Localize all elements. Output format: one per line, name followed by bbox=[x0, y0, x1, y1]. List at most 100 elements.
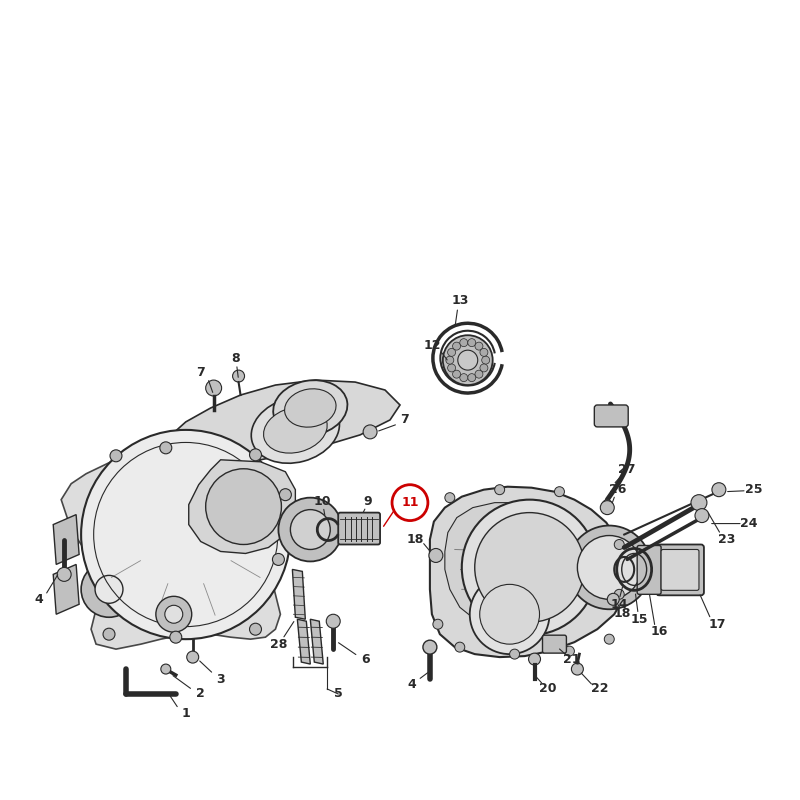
Ellipse shape bbox=[263, 406, 327, 453]
Circle shape bbox=[462, 500, 598, 635]
Circle shape bbox=[186, 651, 198, 663]
Polygon shape bbox=[310, 619, 323, 664]
Text: 20: 20 bbox=[538, 682, 556, 695]
Circle shape bbox=[600, 501, 614, 514]
Text: 12: 12 bbox=[423, 338, 441, 352]
Circle shape bbox=[446, 356, 454, 364]
FancyBboxPatch shape bbox=[594, 405, 628, 427]
Circle shape bbox=[160, 442, 172, 454]
FancyBboxPatch shape bbox=[637, 546, 661, 594]
Polygon shape bbox=[161, 380, 400, 460]
Text: 10: 10 bbox=[314, 495, 331, 508]
Text: 3: 3 bbox=[216, 673, 225, 686]
Circle shape bbox=[250, 623, 262, 635]
Circle shape bbox=[250, 449, 262, 461]
Text: 25: 25 bbox=[745, 483, 762, 496]
Circle shape bbox=[165, 606, 182, 623]
Text: 18: 18 bbox=[406, 533, 424, 546]
Circle shape bbox=[571, 663, 583, 675]
Circle shape bbox=[156, 596, 192, 632]
Circle shape bbox=[602, 500, 612, 510]
Text: 15: 15 bbox=[630, 613, 648, 626]
Circle shape bbox=[448, 348, 455, 356]
Circle shape bbox=[429, 549, 443, 562]
Circle shape bbox=[206, 469, 282, 545]
FancyBboxPatch shape bbox=[656, 545, 704, 595]
Polygon shape bbox=[54, 514, 79, 565]
Circle shape bbox=[565, 646, 574, 656]
Polygon shape bbox=[292, 570, 306, 619]
Circle shape bbox=[433, 619, 443, 630]
Polygon shape bbox=[445, 502, 586, 630]
Circle shape bbox=[110, 450, 122, 462]
Polygon shape bbox=[54, 565, 79, 614]
Circle shape bbox=[510, 649, 519, 659]
Text: 23: 23 bbox=[718, 533, 735, 546]
Circle shape bbox=[474, 513, 584, 622]
Circle shape bbox=[273, 554, 285, 566]
Circle shape bbox=[475, 342, 483, 350]
Circle shape bbox=[57, 567, 71, 582]
Circle shape bbox=[326, 614, 340, 628]
Circle shape bbox=[453, 370, 461, 378]
Circle shape bbox=[81, 562, 137, 618]
Circle shape bbox=[480, 584, 539, 644]
Polygon shape bbox=[430, 486, 627, 657]
Text: 9: 9 bbox=[364, 495, 373, 508]
Circle shape bbox=[614, 590, 624, 599]
Text: 4: 4 bbox=[407, 678, 416, 690]
Circle shape bbox=[468, 374, 476, 382]
Circle shape bbox=[470, 574, 550, 654]
Ellipse shape bbox=[274, 380, 347, 436]
Circle shape bbox=[578, 535, 641, 599]
Circle shape bbox=[278, 498, 342, 562]
Circle shape bbox=[290, 510, 330, 550]
Circle shape bbox=[95, 575, 123, 603]
Text: 7: 7 bbox=[401, 414, 410, 426]
Text: 27: 27 bbox=[618, 463, 636, 476]
FancyBboxPatch shape bbox=[661, 550, 699, 590]
Circle shape bbox=[480, 364, 488, 372]
Text: 1: 1 bbox=[182, 707, 190, 721]
Circle shape bbox=[712, 482, 726, 497]
Circle shape bbox=[614, 539, 624, 550]
Text: 14: 14 bbox=[610, 598, 628, 610]
Circle shape bbox=[170, 631, 182, 643]
Circle shape bbox=[607, 594, 619, 606]
Text: 24: 24 bbox=[740, 517, 758, 530]
Text: 4: 4 bbox=[35, 593, 44, 606]
Circle shape bbox=[279, 489, 291, 501]
Ellipse shape bbox=[251, 397, 339, 463]
Text: 16: 16 bbox=[650, 625, 668, 638]
Polygon shape bbox=[61, 445, 290, 649]
Circle shape bbox=[455, 642, 465, 652]
Circle shape bbox=[482, 356, 490, 364]
FancyBboxPatch shape bbox=[542, 635, 566, 653]
Text: 26: 26 bbox=[609, 483, 626, 496]
Circle shape bbox=[81, 430, 290, 639]
Text: 22: 22 bbox=[590, 682, 608, 695]
Circle shape bbox=[604, 634, 614, 644]
Text: 7: 7 bbox=[196, 366, 205, 378]
Circle shape bbox=[468, 338, 476, 346]
Text: 5: 5 bbox=[334, 687, 342, 701]
Text: 6: 6 bbox=[361, 653, 370, 666]
Circle shape bbox=[475, 370, 483, 378]
Circle shape bbox=[458, 350, 478, 370]
Circle shape bbox=[206, 380, 222, 396]
Circle shape bbox=[445, 493, 455, 502]
Text: 13: 13 bbox=[451, 294, 469, 307]
Circle shape bbox=[554, 486, 565, 497]
Text: 21: 21 bbox=[562, 653, 580, 666]
Circle shape bbox=[480, 348, 488, 356]
Circle shape bbox=[460, 338, 468, 346]
Circle shape bbox=[103, 628, 115, 640]
Circle shape bbox=[494, 485, 505, 494]
Text: 2: 2 bbox=[196, 687, 205, 701]
Text: 11: 11 bbox=[402, 496, 418, 509]
Circle shape bbox=[691, 494, 707, 510]
FancyBboxPatch shape bbox=[338, 513, 380, 545]
Text: 18: 18 bbox=[614, 606, 631, 620]
Circle shape bbox=[443, 335, 493, 385]
Text: 17: 17 bbox=[708, 618, 726, 630]
